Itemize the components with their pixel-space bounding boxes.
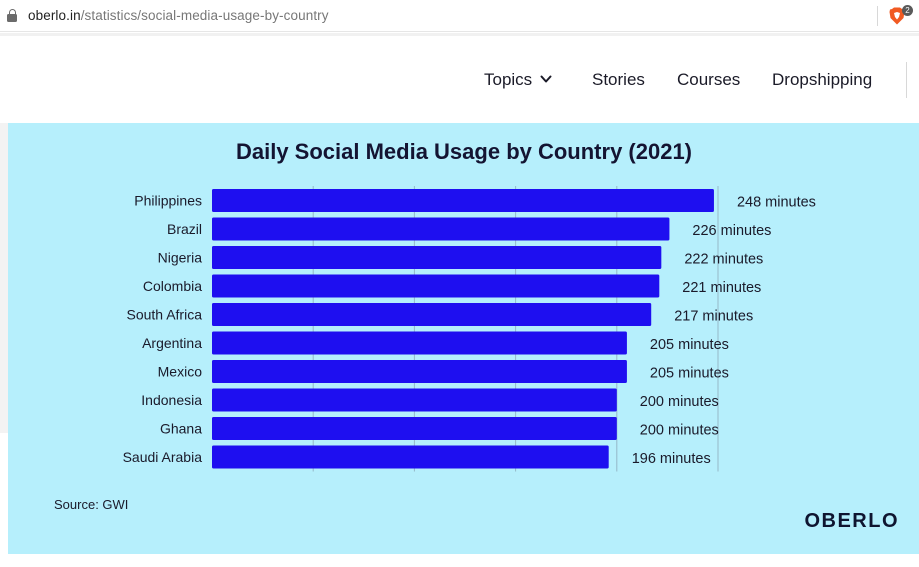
category-label-0: Philippines xyxy=(134,193,202,209)
bar-2 xyxy=(212,246,662,269)
brave-shield-icon[interactable] xyxy=(889,7,905,25)
value-label-0: 248 minutes xyxy=(737,195,816,211)
toolbar-separator xyxy=(0,33,919,36)
category-label-1: Brazil xyxy=(167,221,202,237)
address-text[interactable]: oberlo.in/statistics/social-media-usage-… xyxy=(28,8,329,23)
value-label-7: 200 minutes xyxy=(640,394,719,410)
value-label-8: 200 minutes xyxy=(640,423,719,439)
bar-1 xyxy=(212,217,670,241)
value-label-5: 205 minutes xyxy=(650,337,729,353)
url-path: /statistics/social-media-usage-by-countr… xyxy=(80,8,329,23)
bar-3 xyxy=(212,274,660,298)
category-label-5: Argentina xyxy=(142,335,202,351)
value-labels: 248 minutes 226 minutes 222 minutes 221 min… xyxy=(632,195,816,468)
site-nav: Topics Stories Courses Dropshipping xyxy=(0,36,919,123)
nav-dropshipping[interactable]: Dropshipping xyxy=(772,70,873,89)
chevron-down-icon[interactable] xyxy=(540,75,552,84)
category-label-6: Mexico xyxy=(158,364,203,380)
bar-8 xyxy=(212,417,617,440)
url-host: oberlo.in xyxy=(28,8,81,23)
nav-stories[interactable]: Stories xyxy=(592,70,645,89)
bar-4 xyxy=(212,303,652,326)
page-bottom-margin xyxy=(0,554,919,567)
url-bar-divider xyxy=(877,6,878,26)
bar-7 xyxy=(212,388,617,412)
lock-icon xyxy=(7,9,17,22)
category-label-2: Nigeria xyxy=(158,250,203,266)
bar-chart: Daily Social Media Usage by Country (202… xyxy=(54,139,899,532)
source-note: Source: GWI xyxy=(54,497,128,512)
chart-title: Daily Social Media Usage by Country (202… xyxy=(236,139,692,164)
value-label-3: 221 minutes xyxy=(682,280,761,296)
category-label-3: Colombia xyxy=(143,278,202,294)
value-label-6: 205 minutes xyxy=(650,366,729,382)
page-background-strip xyxy=(0,123,8,433)
browser-url-bar[interactable]: oberlo.in/statistics/social-media-usage-… xyxy=(0,0,919,32)
category-label-4: South Africa xyxy=(127,307,203,323)
bar-9 xyxy=(212,445,609,469)
oberlo-logo: OBERLO xyxy=(804,510,899,532)
brave-badge-count: 2 xyxy=(902,5,913,16)
value-label-2: 222 minutes xyxy=(684,252,763,268)
value-label-9: 196 minutes xyxy=(632,451,711,467)
category-label-8: Ghana xyxy=(160,421,202,437)
bar-6 xyxy=(212,360,627,383)
bar-0 xyxy=(212,189,714,212)
category-label-9: Saudi Arabia xyxy=(123,449,203,465)
category-labels: Philippines Brazil Nigeria Colombia South Af… xyxy=(123,193,203,466)
nav-courses[interactable]: Courses xyxy=(677,70,741,89)
value-label-1: 226 minutes xyxy=(692,223,771,239)
bar-5 xyxy=(212,331,627,355)
category-label-7: Indonesia xyxy=(141,392,202,408)
value-label-4: 217 minutes xyxy=(674,309,753,325)
chart-card: Daily Social Media Usage by Country (202… xyxy=(8,123,919,554)
nav-divider xyxy=(906,62,907,98)
bars xyxy=(212,189,714,469)
nav-topics[interactable]: Topics xyxy=(484,70,533,89)
